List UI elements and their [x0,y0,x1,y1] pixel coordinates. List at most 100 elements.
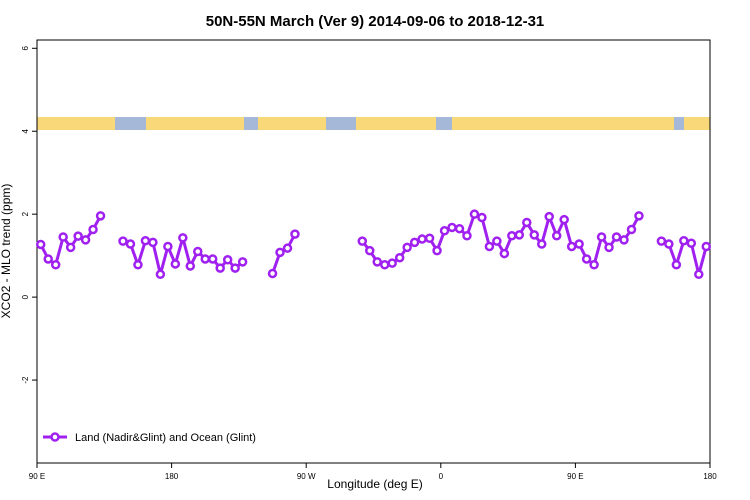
data-point [237,257,248,267]
chart-title: 50N-55N March (Ver 9) 2014-09-06 to 2018… [206,13,545,30]
data-point [619,235,629,245]
data-point [611,232,622,242]
data-point [387,258,397,268]
data-point [193,246,203,257]
legend-marker [50,432,60,442]
data-point [566,241,577,252]
land-segment [452,117,674,130]
data-point [35,239,46,250]
x-tick-label: 90 E [567,472,583,481]
land-segment [684,117,710,130]
data-point [43,254,53,264]
data-point [462,230,472,241]
data-point [290,229,300,239]
data-point [544,211,554,222]
plot-frame [36,39,711,464]
data-point [65,242,76,253]
data-point [432,245,442,256]
data-point [439,226,450,236]
data-point [409,237,420,248]
y-tick-label: 2 [21,211,30,216]
data-point [125,239,136,249]
data-point [604,242,614,253]
data-point [170,259,181,269]
x-tick-label: 180 [703,472,717,481]
data-point [701,241,712,252]
data-point [484,241,495,252]
data-point [215,263,225,273]
data-point [50,260,61,270]
data-point [178,233,188,243]
data-point [686,238,697,248]
data-point [118,236,128,246]
data-point [95,211,106,221]
data-point [596,232,607,242]
data-point [282,243,293,253]
data-point [469,209,480,219]
data-point [365,245,375,256]
data-point [267,268,278,279]
data-point [551,230,562,241]
data-point [73,231,83,241]
data-point [529,230,540,240]
data-point [394,252,405,263]
x-tick-label: 0 [439,472,444,481]
data-point [133,260,143,270]
data-point [626,224,637,235]
data-point [207,254,218,264]
data-point [581,254,592,264]
land-ocean-strip [37,117,710,130]
data-point [222,255,233,265]
data-point [140,235,151,246]
land-segment [258,117,326,130]
x-tick-label: 180 [165,472,179,481]
data-point [357,236,368,246]
data-point [574,239,584,249]
data-point [163,241,173,252]
data-point [424,233,435,243]
data-point [694,269,704,280]
data-point [275,247,285,258]
data-point [589,260,599,270]
y-tick-label: -2 [21,376,30,384]
data-point [671,260,682,270]
x-tick-label: 90 W [297,472,316,481]
data-point [634,211,644,221]
data-point [454,223,465,234]
data-point [477,212,487,223]
data-point [58,232,68,242]
data-point [155,269,166,280]
data-point [507,230,517,241]
data-point [88,224,98,235]
data-point [679,235,689,246]
data-point [522,217,532,228]
y-tick-label: 0 [21,294,30,299]
y-tick-label: 4 [21,128,30,133]
x-tick-label: 90 E [29,472,45,481]
y-tick-label: 6 [21,46,30,51]
legend-label: Land (Nadir&Glint) and Ocean (Glint) [75,432,256,444]
data-point [230,263,240,273]
x-axis-label: Longitude (deg E) [327,477,422,491]
data-point [417,234,427,244]
data-point [499,248,510,259]
data-point [379,260,390,270]
land-segment [146,117,244,130]
data-point [447,222,457,233]
data-point [514,230,525,240]
data-point [80,235,91,245]
land-segment [37,117,115,130]
data-point [656,236,667,246]
data-point [402,242,412,253]
data-point [492,236,502,246]
data-point [200,254,210,264]
land-segment [356,117,436,130]
data-point [185,261,196,271]
data-point [372,257,382,267]
data-point [559,214,569,225]
data-point [148,237,158,248]
data-point [664,239,674,249]
data-point [537,239,547,249]
y-axis-label: XCO2 - MLO trend (ppm) [0,184,13,319]
